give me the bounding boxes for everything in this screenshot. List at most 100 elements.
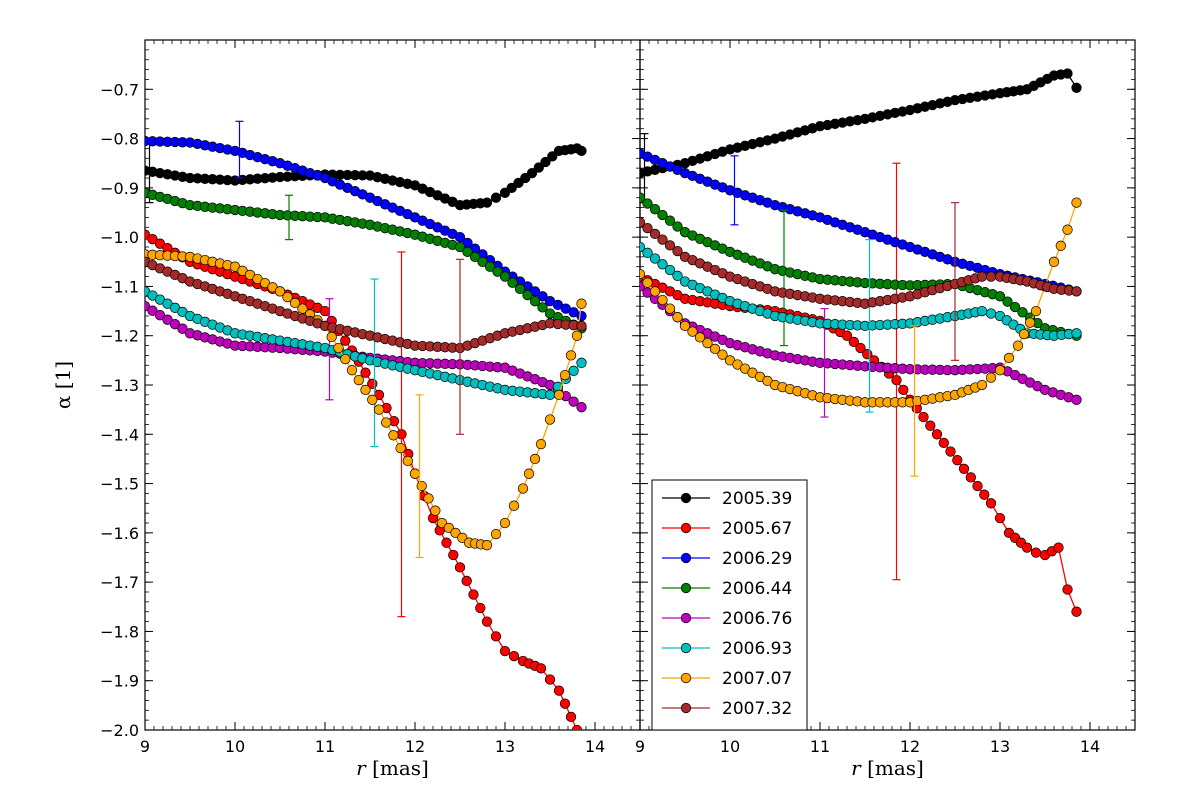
y-tick-label: −1.2 xyxy=(100,327,139,346)
data-point xyxy=(508,500,520,511)
data-point xyxy=(994,365,1006,376)
data-point xyxy=(274,286,286,297)
data-point xyxy=(448,549,459,561)
legend-label: 2005.67 xyxy=(722,519,792,539)
data-point xyxy=(537,291,548,302)
data-point xyxy=(568,365,579,376)
data-point xyxy=(1062,224,1073,235)
legend-entry: 2006.93 xyxy=(662,639,792,659)
data-point xyxy=(898,384,909,396)
data-point xyxy=(1003,352,1015,364)
plot-area xyxy=(145,120,587,730)
y-tick-label: −1.5 xyxy=(100,475,139,494)
data-point xyxy=(360,384,371,396)
data-point xyxy=(326,331,337,343)
data-point xyxy=(672,221,683,232)
data-point xyxy=(664,303,676,314)
data-point xyxy=(1024,317,1036,328)
data-point xyxy=(319,305,331,317)
data-point xyxy=(544,674,556,685)
legend-entry: 2006.44 xyxy=(662,579,792,599)
data-point xyxy=(430,505,441,516)
y-tick-label: −1.9 xyxy=(100,672,139,691)
legend-label: 2006.44 xyxy=(722,579,792,599)
x-tick-label: 9 xyxy=(635,737,645,756)
data-point xyxy=(931,429,943,440)
data-point xyxy=(568,396,579,407)
data-point xyxy=(373,404,385,415)
x-tick-label: 14 xyxy=(1080,737,1100,756)
x-tick-label: 11 xyxy=(315,737,335,756)
data-point xyxy=(1062,68,1073,79)
data-point xyxy=(664,215,676,226)
plot-area xyxy=(640,68,1082,617)
data-point xyxy=(576,402,587,413)
data-point xyxy=(154,238,166,249)
y-tick-label: −1.7 xyxy=(100,573,139,592)
x-tick-label: 11 xyxy=(810,737,830,756)
data-point xyxy=(402,455,413,467)
data-point xyxy=(282,291,293,303)
data-point xyxy=(694,332,706,343)
x-tick-label: 13 xyxy=(990,737,1010,756)
data-point xyxy=(709,343,721,355)
data-point xyxy=(553,389,565,401)
data-point xyxy=(547,151,558,162)
data-point xyxy=(664,240,676,251)
data-point xyxy=(642,247,653,258)
data-point xyxy=(925,420,936,431)
data-point xyxy=(340,335,351,346)
data-point xyxy=(481,616,493,627)
data-point xyxy=(544,414,556,425)
data-point xyxy=(717,349,728,360)
data-point xyxy=(855,342,866,354)
legend-label: 2007.32 xyxy=(722,699,792,719)
data-point xyxy=(346,365,358,376)
legend-marker xyxy=(680,522,692,534)
series-2006.93 xyxy=(640,239,1082,413)
legend-entry: 2005.67 xyxy=(662,519,792,539)
y-tick-label: −1.6 xyxy=(100,524,139,543)
y-tick-label: −1.3 xyxy=(100,376,139,395)
data-point xyxy=(649,204,661,215)
data-point xyxy=(523,468,535,479)
data-point xyxy=(657,209,668,221)
legend-marker xyxy=(680,672,692,684)
series-2007.32 xyxy=(640,202,1082,361)
x-tick-label: 12 xyxy=(405,737,425,756)
data-point xyxy=(841,330,853,341)
legend-label: 2006.29 xyxy=(722,549,792,569)
y-tick-label: −0.9 xyxy=(100,179,139,198)
data-point xyxy=(454,241,466,253)
data-point xyxy=(289,297,301,309)
data-point xyxy=(976,379,988,391)
legend-entry: 2006.76 xyxy=(662,609,792,629)
data-point xyxy=(1002,296,1013,307)
data-point xyxy=(976,271,988,282)
series-2006.44 xyxy=(640,192,1082,347)
y-tick-label: −1.1 xyxy=(100,277,139,296)
legend-label: 2007.07 xyxy=(722,669,792,689)
data-point xyxy=(147,305,158,316)
data-point xyxy=(1053,542,1064,553)
legend-label: 2005.39 xyxy=(722,489,792,509)
x-tick-label: 12 xyxy=(900,737,920,756)
data-point xyxy=(492,266,503,277)
legend-box xyxy=(651,479,808,731)
data-point xyxy=(576,357,587,368)
data-point xyxy=(514,283,526,295)
legend-entry: 2005.39 xyxy=(662,489,792,509)
x-axis-label: r [mas] xyxy=(356,756,429,780)
data-point xyxy=(529,296,541,307)
series-2006.76 xyxy=(640,281,1082,418)
data-point xyxy=(1071,197,1082,208)
data-point xyxy=(490,192,502,203)
data-point xyxy=(938,437,949,449)
data-point xyxy=(565,350,577,361)
data-point xyxy=(522,289,533,301)
data-point xyxy=(965,472,976,483)
series-2007.07 xyxy=(145,249,587,559)
data-point xyxy=(952,455,963,466)
data-point xyxy=(848,336,859,348)
